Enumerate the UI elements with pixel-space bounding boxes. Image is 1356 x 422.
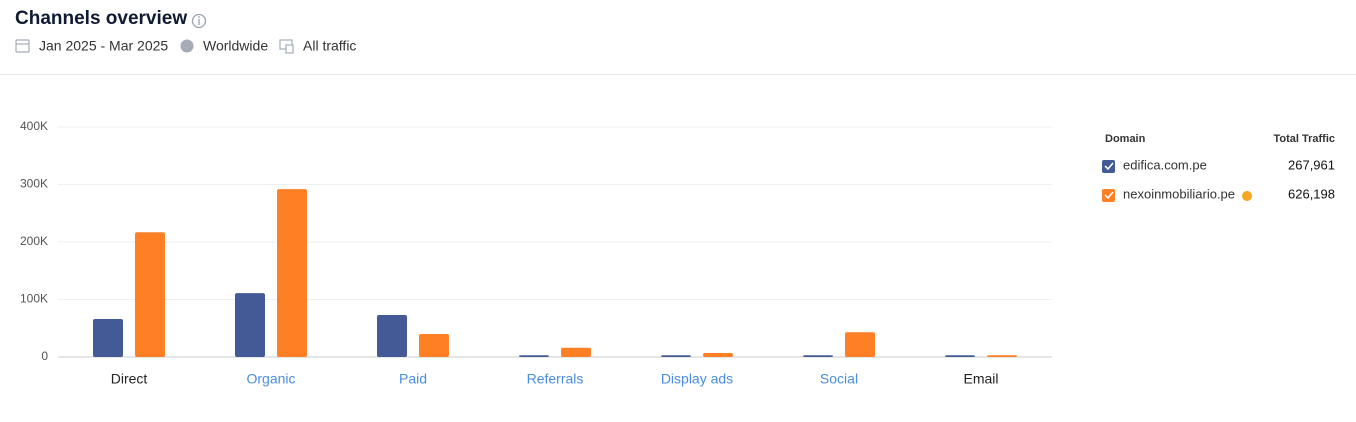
x-tick-label: Email — [963, 371, 998, 387]
legend-checkbox[interactable] — [1102, 160, 1115, 173]
bar — [235, 293, 265, 357]
x-tick-label: Direct — [111, 371, 148, 387]
check-mark — [1104, 162, 1114, 171]
check-mark — [1104, 191, 1114, 200]
bar — [845, 332, 875, 357]
bar — [561, 347, 591, 357]
bar — [93, 319, 123, 357]
legend-total: 626,198 — [1288, 186, 1335, 201]
bar — [703, 352, 733, 357]
trophy-icon — [1242, 191, 1253, 201]
bar — [661, 355, 691, 357]
y-tick-label: 100K — [20, 292, 48, 306]
x-tick-label[interactable]: Display ads — [661, 371, 733, 387]
y-tick-label: 300K — [20, 177, 48, 191]
x-tick-label[interactable]: Social — [820, 371, 858, 387]
calendar-icon — [15, 39, 30, 53]
bar — [135, 232, 165, 357]
legend: edifica.com.pe 267,961 nexoinmobiliario.pe… — [1102, 157, 1335, 202]
globe-icon — [180, 39, 194, 53]
bar — [803, 355, 833, 357]
legend-domain: nexoinmobiliario.pe — [1123, 186, 1235, 201]
legend-header-domain: Domain — [1105, 133, 1146, 145]
x-tick-label[interactable]: Paid — [399, 371, 427, 387]
legend-header-total: Total Traffic — [1273, 133, 1335, 145]
bar — [987, 355, 1017, 357]
y-tick-label: 200K — [20, 234, 48, 248]
region-filter[interactable]: Worldwide — [203, 38, 268, 54]
x-tick-label[interactable]: Organic — [246, 371, 295, 387]
bar — [377, 315, 407, 357]
y-tick-label: 0 — [41, 349, 48, 363]
legend-checkbox[interactable] — [1102, 189, 1115, 202]
date-filter[interactable]: Jan 2025 - Mar 2025 — [39, 38, 168, 54]
bar — [419, 334, 449, 357]
widget-title: Channels overview — [15, 8, 187, 29]
x-tick-label[interactable]: Referrals — [527, 371, 584, 387]
bar — [945, 355, 975, 357]
traffic-filter[interactable]: All traffic — [303, 38, 356, 54]
bar — [277, 189, 307, 357]
device-icon — [279, 39, 294, 54]
y-tick-label: 400K — [20, 119, 48, 133]
bar — [519, 355, 549, 357]
info-icon[interactable] — [191, 13, 207, 29]
legend-total: 267,961 — [1288, 157, 1335, 172]
legend-domain: edifica.com.pe — [1123, 157, 1207, 172]
plot: 0 100K 200K 300K 400K Direct Organic Paid Referr… — [20, 119, 1052, 387]
